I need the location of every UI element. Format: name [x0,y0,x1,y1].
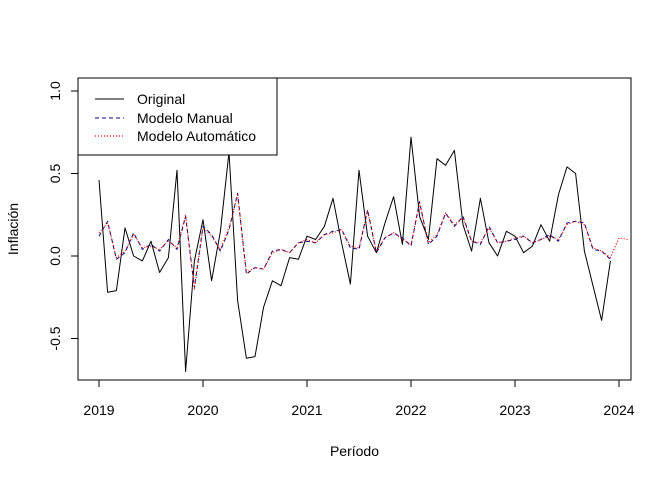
series-line-modelo-manual [98,192,611,288]
x-tick-label: 2020 [187,402,218,418]
series-layer [98,136,628,372]
series-line-original [98,136,611,372]
legend-box [77,77,278,156]
y-tick-label: 0.5 [47,164,63,184]
y-tick-label: 1.0 [47,81,63,101]
legend-label-modelo-manual: Modelo Manual [137,110,233,126]
axes-layer: 2019 2020 2021 2022 2023 2024 -0.5 0.0 0.5 1.0 [47,81,635,418]
x-tick-label: 2019 [83,402,114,418]
legend-label-modelo-automatico: Modelo Automático [137,128,256,144]
x-axis-label: Período [330,443,379,459]
x-tick-label: 2021 [291,402,322,418]
y-tick-label: 0.0 [47,246,63,266]
y-axis-label: Inflación [5,203,21,255]
x-tick-label: 2023 [499,402,530,418]
legend: Original Modelo Manual Modelo Automático [77,77,278,156]
x-tick-label: 2024 [603,402,634,418]
x-tick-label: 2022 [395,402,426,418]
legend-label-original: Original [137,91,185,107]
y-tick-label: -0.5 [47,326,63,350]
